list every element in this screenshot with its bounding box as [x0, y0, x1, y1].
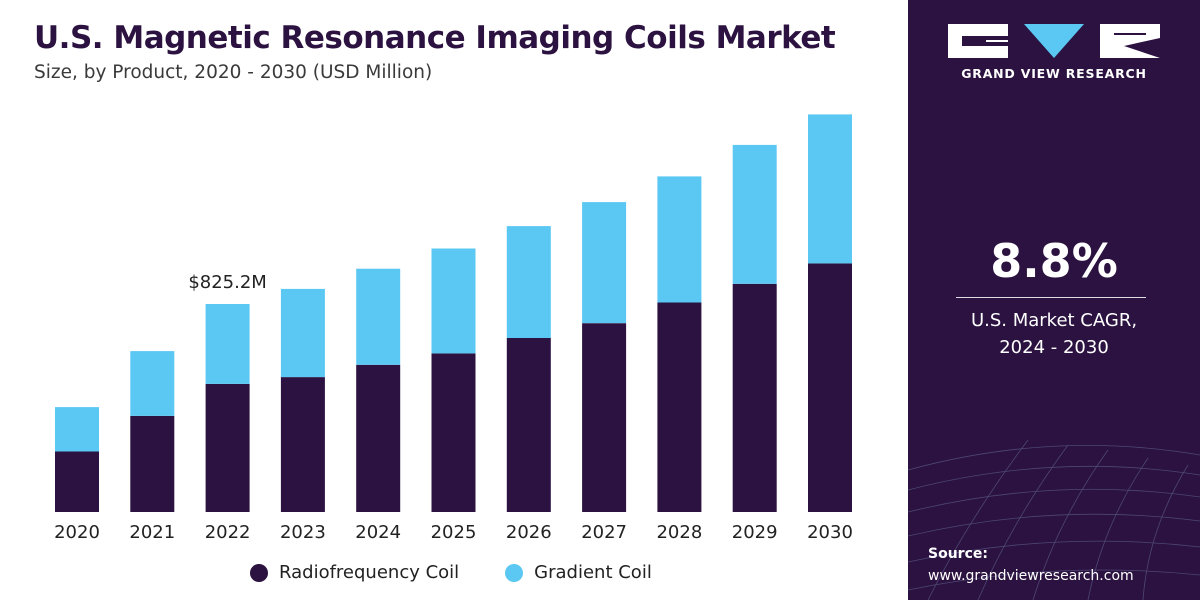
cagr-divider [956, 297, 1146, 298]
bar-radiofrequency-2022 [205, 383, 250, 512]
brand-name: GRAND VIEW RESEARCH [961, 66, 1147, 81]
chart-legend: Radiofrequency Coil Gradient Coil [250, 562, 698, 583]
bar-radiofrequency-2023 [280, 377, 325, 512]
bar-radiofrequency-2029 [732, 283, 777, 512]
bar-gradient-2025 [431, 248, 476, 354]
x-tick-label-2025: 2025 [431, 522, 477, 543]
x-tick-label-2028: 2028 [656, 522, 702, 543]
x-tick-label-2020: 2020 [54, 522, 100, 543]
chart-subtitle: Size, by Product, 2020 - 2030 (USD Milli… [34, 62, 433, 83]
bar-gradient-2020 [55, 407, 99, 452]
legend-swatch-gradient [505, 563, 524, 582]
bar-gradient-2028 [657, 176, 702, 303]
x-tick-label-2021: 2021 [129, 522, 175, 543]
legend-swatch-radiofrequency [250, 563, 268, 582]
legend-item-radiofrequency: Radiofrequency Coil [250, 562, 459, 583]
side-panel: GRAND VIEW RESEARCH 8.8% U.S. Market CAG… [908, 0, 1200, 600]
cagr-label: U.S. Market CAGR, 2024 - 2030 [908, 307, 1200, 361]
bar-gradient-2022 [205, 304, 250, 384]
bar-gradient-2023 [280, 288, 325, 378]
x-tick-label-2029: 2029 [732, 522, 778, 543]
source-link[interactable]: www.grandviewresearch.com [928, 568, 1134, 584]
bar-gradient-2021 [130, 351, 175, 416]
bar-gradient-2029 [732, 144, 777, 284]
bar-radiofrequency-2027 [582, 323, 627, 512]
cagr-label-line2: 2024 - 2030 [999, 337, 1109, 358]
legend-label-radiofrequency: Radiofrequency Coil [279, 562, 460, 583]
x-tick-label-2022: 2022 [205, 522, 251, 543]
bar-gradient-2027 [582, 202, 627, 324]
bar-radiofrequency-2025 [431, 353, 476, 512]
bar-gradient-2026 [506, 226, 551, 338]
bar-chart: 2020 2021 2022 $825.2M 2023 2024 2025 2026 2027 2… [54, 114, 853, 543]
x-tick-label-2023: 2023 [280, 522, 326, 543]
bar-radiofrequency-2021 [130, 415, 175, 512]
bar-radiofrequency-2020 [55, 451, 99, 512]
bar-radiofrequency-2028 [657, 302, 702, 512]
bar-radiofrequency-2026 [506, 338, 551, 512]
data-label-2022: $825.2M [188, 272, 267, 293]
legend-label-gradient: Gradient Coil [534, 562, 652, 583]
source-title: Source: [928, 546, 988, 562]
x-tick-label-2026: 2026 [506, 522, 552, 543]
x-tick-label-2027: 2027 [581, 522, 627, 543]
legend-item-gradient: Gradient Coil [505, 562, 652, 583]
bar-gradient-2030 [808, 114, 852, 264]
grid-mesh-decoration [908, 439, 1200, 600]
x-tick-label-2024: 2024 [355, 522, 401, 543]
bar-gradient-2024 [356, 268, 401, 365]
bar-radiofrequency-2024 [356, 364, 401, 512]
bar-radiofrequency-2030 [808, 263, 852, 512]
cagr-label-line1: U.S. Market CAGR, [970, 310, 1138, 331]
cagr-value: 8.8% [990, 234, 1118, 288]
chart-title: U.S. Magnetic Resonance Imaging Coils Ma… [34, 20, 836, 56]
source-block: Source: www.grandviewresearch.com [928, 543, 1134, 587]
x-tick-label-2030: 2030 [807, 522, 853, 543]
grand-view-research-logo: GRAND VIEW RESEARCH [946, 22, 1162, 81]
gvr-logo-icon [948, 24, 1160, 58]
